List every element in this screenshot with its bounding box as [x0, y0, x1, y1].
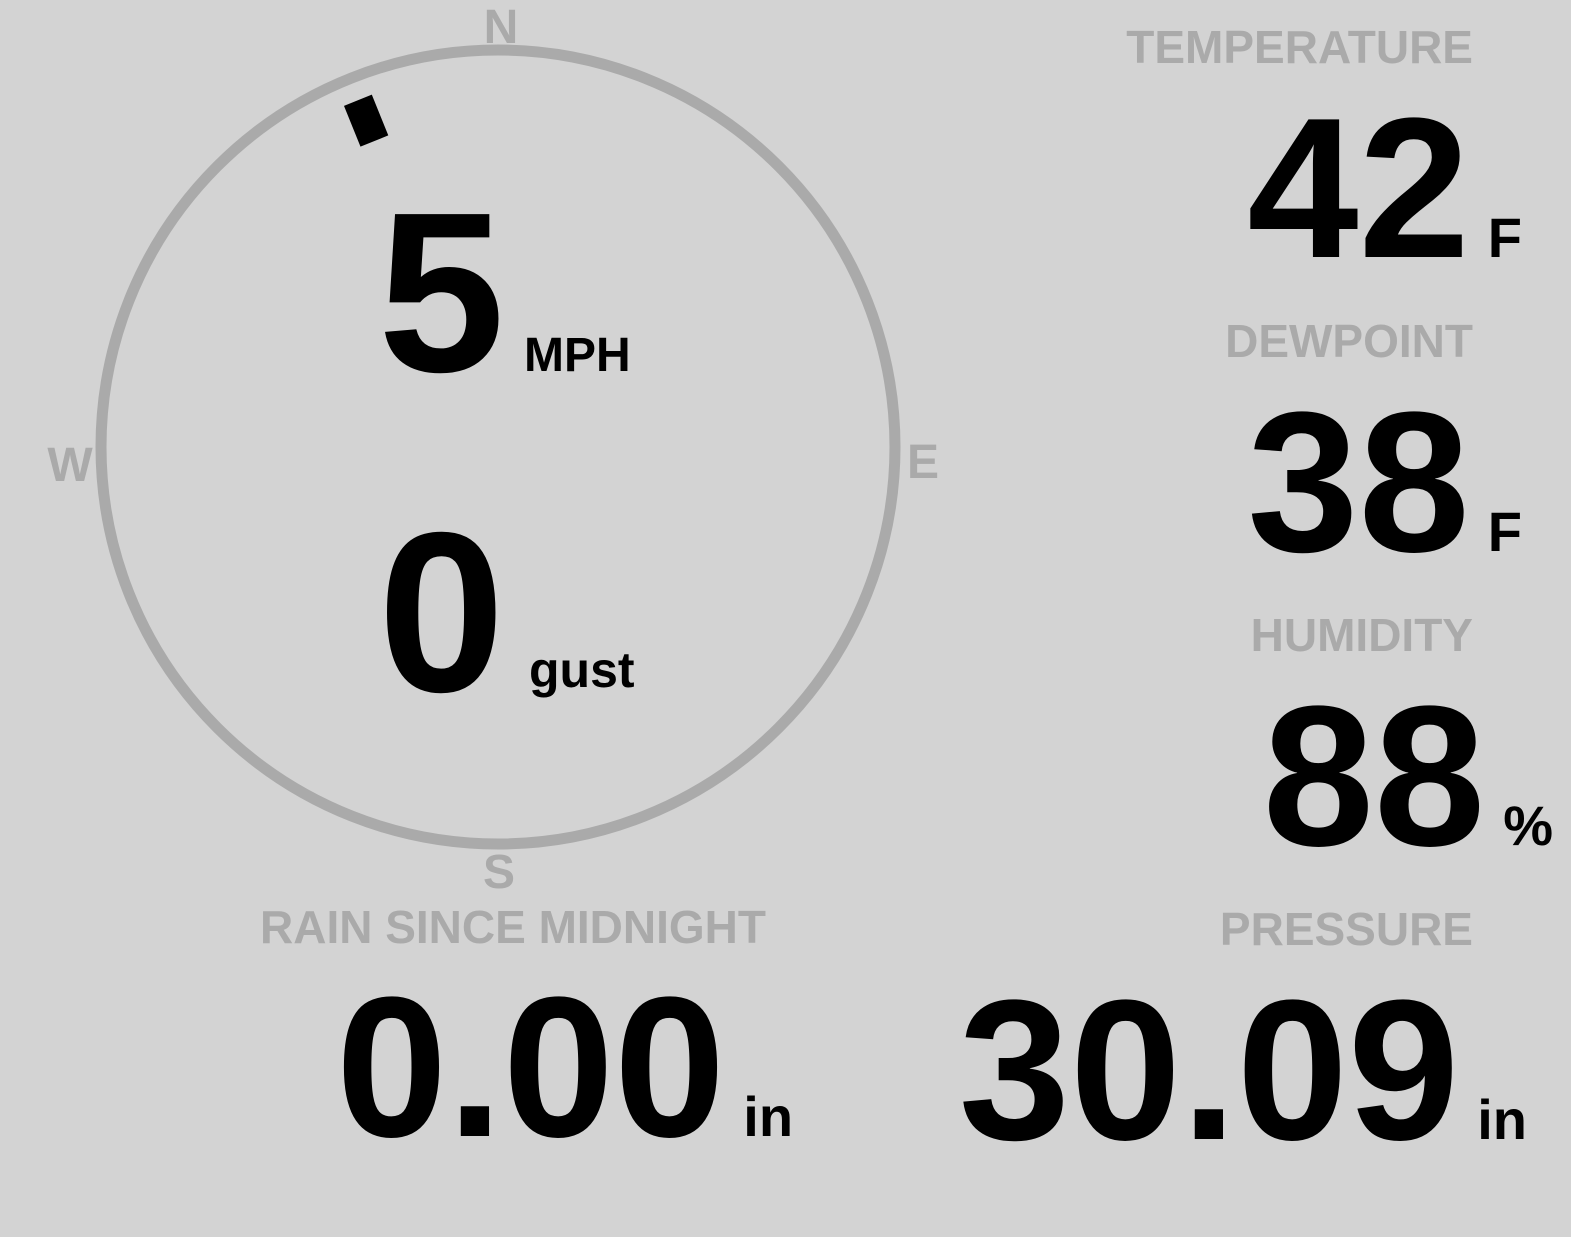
humidity-label: HUMIDITY	[1250, 609, 1473, 661]
readings-column: TEMPERATURE 42 F DEWPOINT 38 F HUMIDITY 88…	[871, 20, 1571, 1196]
wind-gust-value: 0	[378, 486, 505, 740]
temperature-unit: F	[1487, 206, 1522, 269]
compass-east-label: E	[906, 436, 940, 489]
compass-west-label: W	[47, 439, 93, 492]
humidity-unit: %	[1503, 794, 1553, 857]
rain-reading: 0.00 in	[336, 953, 793, 1183]
wind-gust-unit: gust	[529, 642, 635, 698]
pressure-reading: 30.09 in	[959, 956, 1527, 1186]
pressure-block: PRESSURE 30.09 in	[959, 902, 1571, 1186]
temperature-label: TEMPERATURE	[1126, 21, 1473, 73]
temperature-block: TEMPERATURE 42 F	[1126, 20, 1571, 304]
compass-south-label: S	[482, 846, 516, 899]
wind-speed-value: 5	[378, 166, 505, 420]
rain-unit: in	[743, 1085, 794, 1148]
dewpoint-block: DEWPOINT 38 F	[1225, 314, 1571, 598]
rain-label: RAIN SINCE MIDNIGHT	[260, 901, 766, 953]
rain-value: 0.00	[336, 956, 726, 1179]
humidity-block: HUMIDITY 88%	[1251, 608, 1571, 892]
wind-direction-marker	[343, 94, 389, 147]
dewpoint-reading: 38 F	[1247, 368, 1522, 598]
wind-speed-unit: MPH	[524, 329, 631, 382]
compass-north-label: N	[483, 1, 519, 54]
pressure-unit: in	[1477, 1088, 1527, 1151]
humidity-value: 88	[1262, 665, 1486, 888]
dewpoint-label: DEWPOINT	[1225, 315, 1473, 367]
compass-ring	[95, 44, 901, 850]
temperature-reading: 42 F	[1247, 74, 1522, 304]
humidity-reading: 88%	[1263, 662, 1553, 892]
dewpoint-value: 38	[1247, 371, 1470, 594]
pressure-label: PRESSURE	[1219, 903, 1473, 955]
dewpoint-unit: F	[1487, 500, 1522, 563]
temperature-value: 42	[1247, 77, 1470, 300]
pressure-value: 30.09	[958, 959, 1460, 1182]
